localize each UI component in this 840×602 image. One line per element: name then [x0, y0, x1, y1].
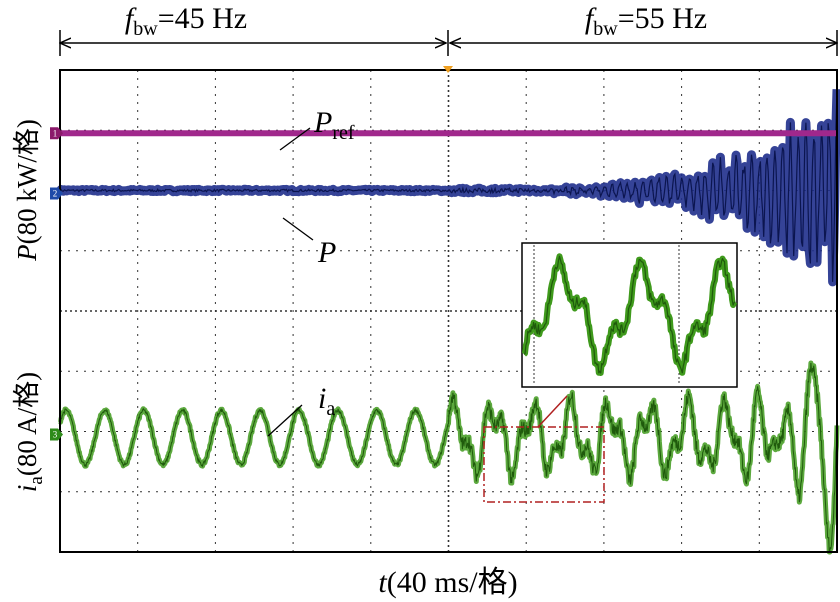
trigger-marker: [443, 66, 453, 73]
segment-labels: fbw=45 Hz fbw=55 Hz: [60, 2, 837, 56]
channel-marker-1-label: 1: [53, 128, 58, 138]
inset-window: [483, 426, 605, 503]
channel-marker-3-label: 3: [53, 430, 58, 440]
channel-marker-1: 1: [50, 127, 63, 140]
pref-label: Pref: [313, 106, 355, 144]
p-trace-core: [59, 89, 838, 282]
p-label-leader: [282, 217, 314, 241]
y-label-bottom: ia(80 A/格): [12, 372, 47, 492]
inset: [483, 242, 738, 503]
channel-markers: 1 2 3: [50, 127, 63, 441]
y-label-top: P(80 kW/格): [12, 119, 42, 262]
channel-marker-2-label: 2: [53, 189, 58, 199]
ia-label-leader: [267, 404, 303, 437]
channel-marker-2: 2: [50, 187, 63, 200]
x-label: t(40 ms/格): [378, 566, 517, 599]
channel-marker-3: 3: [50, 428, 63, 441]
trace-labels: Pref P ia: [267, 106, 355, 437]
segment-label-1: fbw=45 Hz: [125, 2, 247, 40]
scope-traces: [55, 89, 840, 555]
inset-leader-line: [537, 395, 568, 428]
segment-label-2: fbw=55 Hz: [585, 2, 707, 40]
ia-trace-core: [59, 362, 838, 553]
pref-label-leader: [279, 127, 311, 151]
ia-label: ia: [318, 382, 335, 420]
inset-ia-trace-core: [523, 255, 736, 374]
p-label: P: [317, 236, 336, 269]
